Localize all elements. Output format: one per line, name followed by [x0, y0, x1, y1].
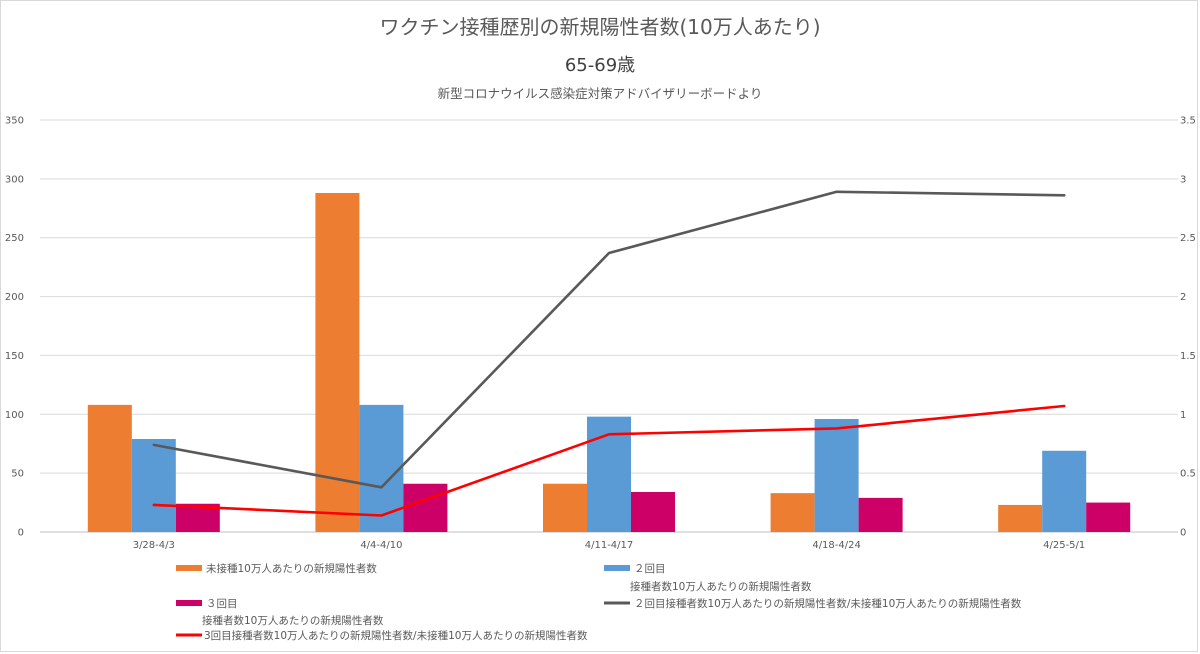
category-label: 4/11-4/17 — [585, 540, 634, 551]
category-label: 4/4-4/10 — [360, 540, 402, 551]
line-series — [152, 190, 1066, 517]
legend-swatch-dose3 — [176, 600, 202, 606]
bar — [814, 418, 859, 532]
left-tick-label: 150 — [5, 351, 24, 362]
right-tick-label: 0 — [1180, 528, 1186, 539]
bar — [858, 497, 903, 532]
bar-series — [87, 192, 1131, 533]
right-tick-label: 0.5 — [1180, 469, 1196, 480]
right-tick-label: 1.5 — [1180, 351, 1196, 362]
category-label: 3/28-4/3 — [133, 540, 175, 551]
left-tick-label: 300 — [5, 174, 24, 185]
chart-subtitle: 65-69歳 — [565, 55, 635, 76]
right-tick-label: 2 — [1180, 292, 1186, 303]
series-line — [152, 404, 1066, 517]
left-tick-label: 50 — [11, 469, 24, 480]
bar — [998, 504, 1043, 532]
right-tick-label: 2.5 — [1180, 233, 1196, 244]
bar — [87, 404, 132, 532]
legend-swatch-dose2 — [604, 565, 630, 571]
legend: 未接種10万人あたりの新規陽性者数 ２回目 接種者数10万人あたりの新規陽性者数… — [176, 562, 1022, 642]
left-tick-label: 350 — [5, 116, 24, 127]
right-tick-label: 1 — [1180, 410, 1186, 421]
left-tick-label: 200 — [5, 292, 24, 303]
bar — [543, 483, 587, 532]
bar — [1042, 450, 1087, 532]
bar — [403, 483, 448, 532]
legend-label-ratio-dose3: 3回目接種者数10万人あたりの新規陽性者数/未接種10万人あたりの新規陽性者数 — [204, 629, 588, 642]
legend-swatch-unvaccinated — [176, 565, 202, 571]
left-axis: 0 50 100 150 200 250 300 350 — [5, 116, 24, 539]
bar — [631, 491, 675, 532]
category-label: 4/25-5/1 — [1043, 540, 1085, 551]
legend-label-dose2-line2: 接種者数10万人あたりの新規陽性者数 — [630, 580, 812, 593]
chart-caption: 新型コロナウイルス感染症対策アドバイザリーボードより — [438, 86, 763, 101]
chart-title: ワクチン接種歴別の新規陽性者数(10万人あたり) — [379, 15, 820, 39]
legend-label-dose3-line2: 接種者数10万人あたりの新規陽性者数 — [202, 614, 384, 627]
bar — [587, 416, 631, 532]
legend-label-dose2: ２回目 — [634, 563, 666, 575]
legend-label-unvaccinated: 未接種10万人あたりの新規陽性者数 — [206, 562, 377, 575]
left-tick-label: 0 — [18, 528, 24, 539]
right-axis: 0 0.5 1 1.5 2 2.5 3 3.5 — [1180, 116, 1196, 539]
left-tick-label: 250 — [5, 233, 24, 244]
right-tick-label: 3 — [1180, 174, 1186, 185]
legend-label-ratio-dose2: ２回目接種者数10万人あたりの新規陽性者数/未接種10万人あたりの新規陽性者数 — [634, 597, 1022, 610]
category-label: 4/18-4/24 — [812, 540, 861, 551]
bar — [1086, 502, 1131, 532]
left-tick-label: 100 — [5, 410, 24, 421]
bar — [770, 493, 815, 532]
series-line — [152, 190, 1066, 489]
bar — [359, 404, 404, 532]
right-tick-label: 3.5 — [1180, 116, 1196, 127]
bar — [131, 439, 176, 532]
legend-label-dose3: ３回目 — [206, 598, 238, 610]
category-axis: 3/28-4/3 4/4-4/10 4/11-4/17 4/18-4/24 4/25-5… — [133, 540, 1086, 551]
